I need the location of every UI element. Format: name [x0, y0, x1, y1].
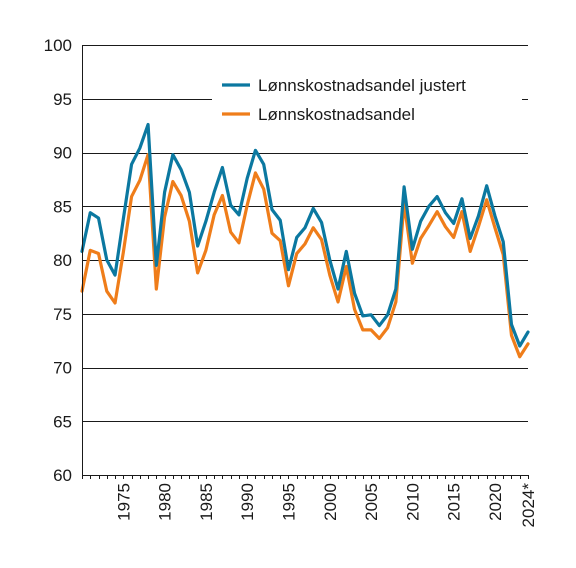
- series-line-1: [80, 122, 530, 348]
- legend-background: [212, 68, 522, 130]
- y-tick-label: 75: [53, 305, 72, 324]
- legend: Lønnskostnadsandel justert Lønnskostnadsa…: [212, 68, 522, 130]
- y-tick-label: 100: [44, 36, 72, 55]
- x-tick-label: 1975: [114, 483, 133, 521]
- y-tick-label: 80: [53, 251, 72, 270]
- legend-label-2: Lønnskostnadsandel: [258, 105, 415, 124]
- y-tick-label: 60: [53, 466, 72, 485]
- x-tick-label: 1985: [197, 483, 216, 521]
- series-line-2: [80, 153, 530, 359]
- y-tick-label: 65: [53, 412, 72, 431]
- x-tick-label: 1980: [156, 483, 175, 521]
- legend-label-1: Lønnskostnadsandel justert: [258, 76, 466, 95]
- y-tick-label: 95: [53, 90, 72, 109]
- series-lines: [80, 122, 530, 359]
- y-tick-label: 70: [53, 359, 72, 378]
- y-tick-label: 85: [53, 197, 72, 216]
- x-tick-label: 2024*: [519, 483, 538, 528]
- y-tick-label: 90: [53, 144, 72, 163]
- x-tick-label: 1990: [238, 483, 257, 521]
- x-tick-labels: 1975 1980 1985 1990 1995 2000 2005 2010 2015 2020…: [114, 483, 538, 528]
- x-tick-label: 2010: [403, 483, 422, 521]
- x-tick-label: 2015: [445, 483, 464, 521]
- y-tick-labels: 60 65 70 75 80 85 90 95 100: [44, 36, 72, 485]
- axes: [82, 45, 529, 479]
- x-tick-label: 1995: [279, 483, 298, 521]
- x-tick-label: 2005: [362, 483, 381, 521]
- x-tick-label: 2020: [486, 483, 505, 521]
- x-tick-label: 2000: [321, 483, 340, 521]
